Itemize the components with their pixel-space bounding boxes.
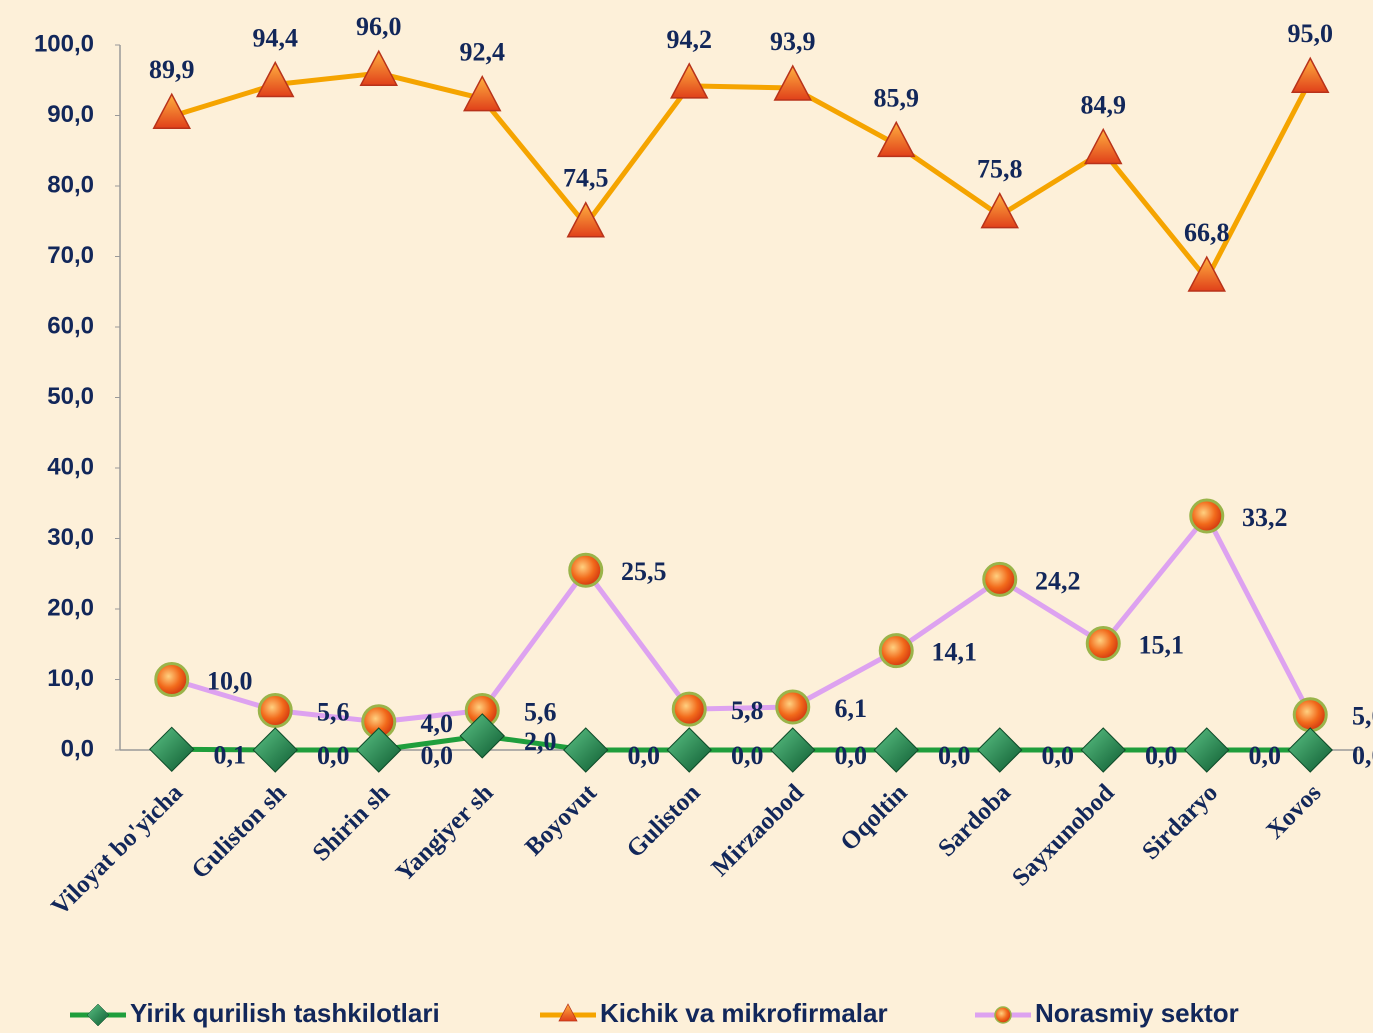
y-tick-label: 30,0 [47, 524, 94, 551]
triangle-marker [670, 62, 709, 99]
value-label: 75,8 [977, 155, 1023, 184]
value-label: 2,0 [524, 727, 557, 756]
value-label: 96,0 [356, 12, 402, 41]
circle-marker [154, 662, 190, 697]
value-label: 0,0 [731, 741, 764, 770]
value-label: 84,9 [1081, 90, 1127, 119]
legend-marker [558, 1003, 578, 1022]
value-label: 93,9 [770, 27, 816, 56]
value-label: 0,0 [317, 741, 350, 770]
circle-marker [568, 552, 604, 588]
value-label: 5,0 [1352, 702, 1373, 731]
legend-label: Kichik va mikrofirmalar [600, 998, 888, 1028]
diamond-marker [1287, 727, 1333, 773]
circle-marker [775, 689, 811, 725]
value-label: 0,0 [1249, 741, 1282, 770]
y-tick-label: 60,0 [47, 312, 94, 339]
legend-marker [994, 1006, 1012, 1024]
value-label: 5,8 [731, 696, 764, 725]
value-label: 0,0 [835, 741, 868, 770]
circle-marker [257, 693, 293, 729]
y-tick-label: 20,0 [47, 594, 94, 621]
value-label: 0,0 [1352, 741, 1373, 770]
triangle-marker [463, 74, 502, 112]
triangle-marker [1291, 56, 1330, 93]
value-label: 0,0 [421, 741, 454, 770]
value-label: 85,9 [874, 83, 920, 112]
value-label: 0,0 [1042, 741, 1075, 770]
value-label: 89,9 [149, 55, 195, 84]
y-tick-label: 0,0 [61, 735, 94, 762]
diamond-marker [770, 727, 816, 773]
value-label: 14,1 [932, 638, 978, 667]
legend-label: Norasmiy sektor [1035, 998, 1239, 1028]
triangle-marker [877, 120, 916, 158]
value-label: 95,0 [1288, 19, 1334, 48]
y-tick-label: 50,0 [47, 383, 94, 410]
y-tick-label: 40,0 [47, 453, 94, 480]
circle-marker [982, 561, 1018, 597]
value-label: 4,0 [421, 709, 454, 738]
triangle-marker [773, 64, 812, 101]
value-label: 33,2 [1242, 503, 1288, 532]
circle-marker [1292, 697, 1328, 733]
triangle-marker [980, 192, 1019, 229]
diamond-marker [252, 727, 298, 773]
circle-marker [878, 633, 914, 669]
value-label: 92,4 [460, 38, 506, 67]
y-tick-label: 80,0 [47, 171, 94, 198]
value-label: 94,2 [667, 25, 713, 54]
value-label: 0,0 [1145, 741, 1178, 770]
y-tick-label: 90,0 [47, 101, 94, 128]
diamond-marker [873, 727, 919, 773]
triangle-marker [566, 201, 605, 238]
triangle-marker [359, 49, 398, 86]
value-label: 15,1 [1139, 631, 1185, 660]
value-label: 6,1 [835, 694, 868, 723]
diamond-marker [459, 713, 505, 759]
triangle-marker [256, 60, 295, 98]
diamond-marker [149, 726, 195, 773]
circle-marker [671, 691, 707, 727]
legend-marker [86, 1003, 110, 1027]
y-tick-label: 10,0 [47, 665, 94, 692]
value-label: 5,6 [524, 697, 557, 726]
series-line [171, 70, 1313, 282]
diamond-marker [977, 727, 1023, 773]
value-label: 94,4 [253, 23, 299, 52]
diamond-marker [563, 727, 609, 773]
circle-marker [1189, 498, 1225, 534]
value-label: 0,1 [214, 740, 247, 769]
diamond-marker [356, 727, 402, 773]
value-label: 10,0 [207, 666, 253, 695]
triangle-marker [152, 92, 191, 129]
value-label: 0,0 [938, 741, 971, 770]
value-label: 0,0 [628, 741, 661, 770]
diamond-marker [1184, 727, 1230, 773]
triangle-marker [1187, 255, 1226, 292]
legend-label: Yirik qurilish tashkilotlari [130, 998, 440, 1028]
value-label: 5,6 [317, 697, 350, 726]
value-label: 24,2 [1035, 566, 1081, 595]
diamond-marker [666, 727, 712, 773]
diamond-marker [1080, 727, 1126, 773]
triangle-marker [1084, 127, 1123, 165]
y-tick-label: 70,0 [47, 242, 94, 269]
value-label: 66,8 [1184, 218, 1230, 247]
y-tick-label: 100,0 [34, 30, 94, 57]
circle-marker [1085, 626, 1121, 662]
value-label: 25,5 [621, 557, 667, 586]
value-label: 74,5 [563, 164, 609, 193]
